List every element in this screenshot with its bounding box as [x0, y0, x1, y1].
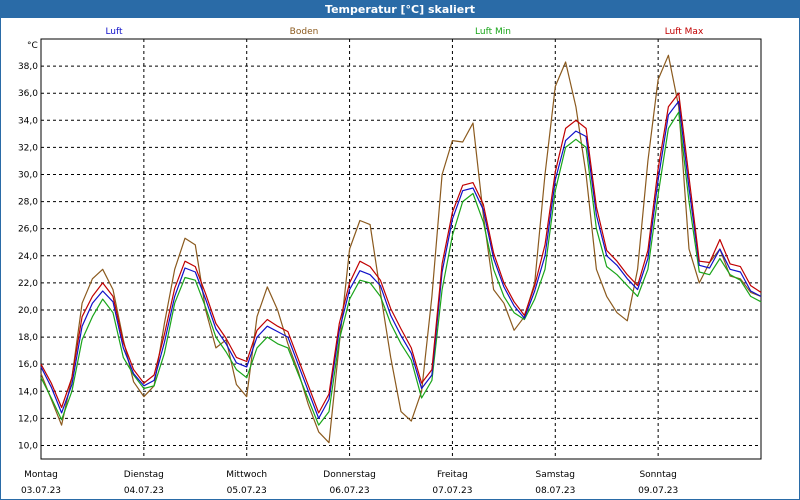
x-tick-date: 04.07.23: [124, 486, 164, 496]
y-tick-label: 26,0: [18, 225, 38, 235]
plot-area: [40, 38, 762, 460]
x-tick-weekday: Mittwoch: [226, 470, 267, 480]
y-tick-label: 28,0: [18, 198, 38, 208]
y-tick-label: 34,0: [18, 116, 38, 126]
chart-title: Temperatur [°C] skaliert: [1, 1, 799, 18]
series-line-luft_min: [40, 111, 762, 426]
x-tick-weekday: Sonntag: [639, 470, 676, 480]
y-tick-label: 30,0: [18, 170, 38, 180]
x-tick-weekday: Samstag: [536, 470, 575, 480]
y-tick-label: 36,0: [18, 89, 38, 99]
x-tick-date: 05.07.23: [227, 486, 267, 496]
y-tick-label: 10,0: [18, 441, 38, 451]
series-line-luft: [40, 100, 762, 419]
series-line-luft_max: [40, 92, 762, 414]
y-tick-label: 32,0: [18, 143, 38, 153]
x-tick-date: 06.07.23: [330, 486, 370, 496]
x-tick-date: 07.07.23: [432, 486, 472, 496]
x-tick-weekday: Freitag: [437, 470, 468, 480]
x-tick-date: 08.07.23: [535, 486, 575, 496]
y-tick-label: 18,0: [18, 333, 38, 343]
legend-luft_max: Luft Max: [665, 27, 704, 37]
y-axis-unit: °C: [27, 41, 38, 51]
series-line-boden: [40, 54, 762, 444]
x-tick-weekday: Montag: [24, 470, 58, 480]
x-tick-weekday: Donnerstag: [323, 470, 376, 480]
x-tick-date: 03.07.23: [21, 486, 61, 496]
y-tick-label: 12,0: [18, 414, 38, 424]
x-tick-weekday: Dienstag: [124, 470, 164, 480]
y-tick-label: 38,0: [18, 62, 38, 72]
y-tick-label: 20,0: [18, 306, 38, 316]
y-tick-label: 22,0: [18, 279, 38, 289]
y-tick-label: 24,0: [18, 252, 38, 262]
x-tick-date: 09.07.23: [638, 486, 678, 496]
legend-luft: Luft: [105, 27, 123, 37]
y-tick-label: 14,0: [18, 387, 38, 397]
y-tick-label: 16,0: [18, 360, 38, 370]
legend-luft_min: Luft Min: [475, 27, 511, 37]
legend-boden: Boden: [290, 27, 319, 37]
